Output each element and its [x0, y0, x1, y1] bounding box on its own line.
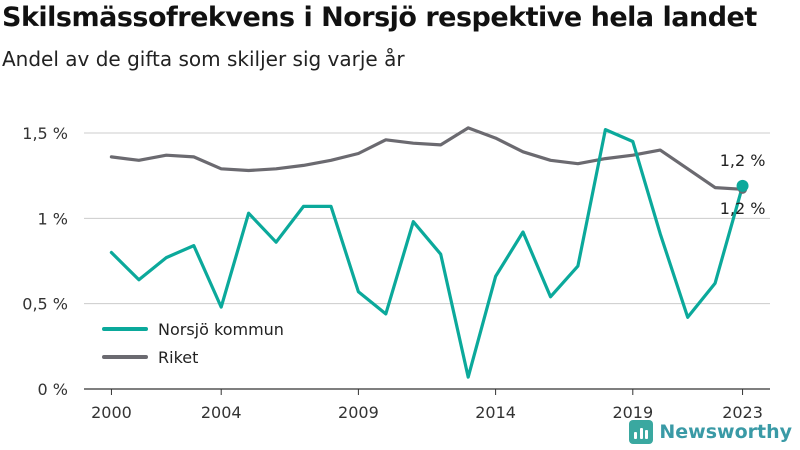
x-tick-label: 2004	[201, 403, 242, 422]
series-line-norsj-kommun	[109, 128, 745, 379]
x-tick-label: 2023	[722, 403, 763, 422]
legend: Norsjö kommun Riket	[102, 320, 284, 367]
legend-label: Riket	[158, 348, 198, 367]
end-value-label: 1,2 %	[720, 199, 766, 218]
x-tick-label: 2009	[338, 403, 379, 422]
chart-title: Skilsmässofrekvens i Norsjö respektive h…	[2, 2, 757, 33]
brand-name: Newsworthy	[659, 421, 792, 443]
series-line-riket	[109, 126, 745, 191]
y-tick-label: 0,5 %	[22, 295, 68, 314]
x-tick-label: 2000	[91, 403, 132, 422]
brand-logo: Newsworthy	[629, 420, 792, 444]
y-tick-label: 1 %	[38, 209, 68, 228]
chart-subtitle: Andel av de gifta som skiljer sig varje …	[2, 47, 405, 71]
end-point-marker	[736, 179, 749, 192]
y-tick-label: 1,5 %	[22, 124, 68, 143]
x-tick-label: 2019	[612, 403, 653, 422]
x-tick-label: 2014	[475, 403, 516, 422]
y-tick-label: 0 %	[38, 380, 68, 399]
legend-label: Norsjö kommun	[158, 320, 284, 339]
end-value-label: 1,2 %	[720, 151, 766, 170]
newsworthy-logo-icon	[629, 420, 654, 444]
